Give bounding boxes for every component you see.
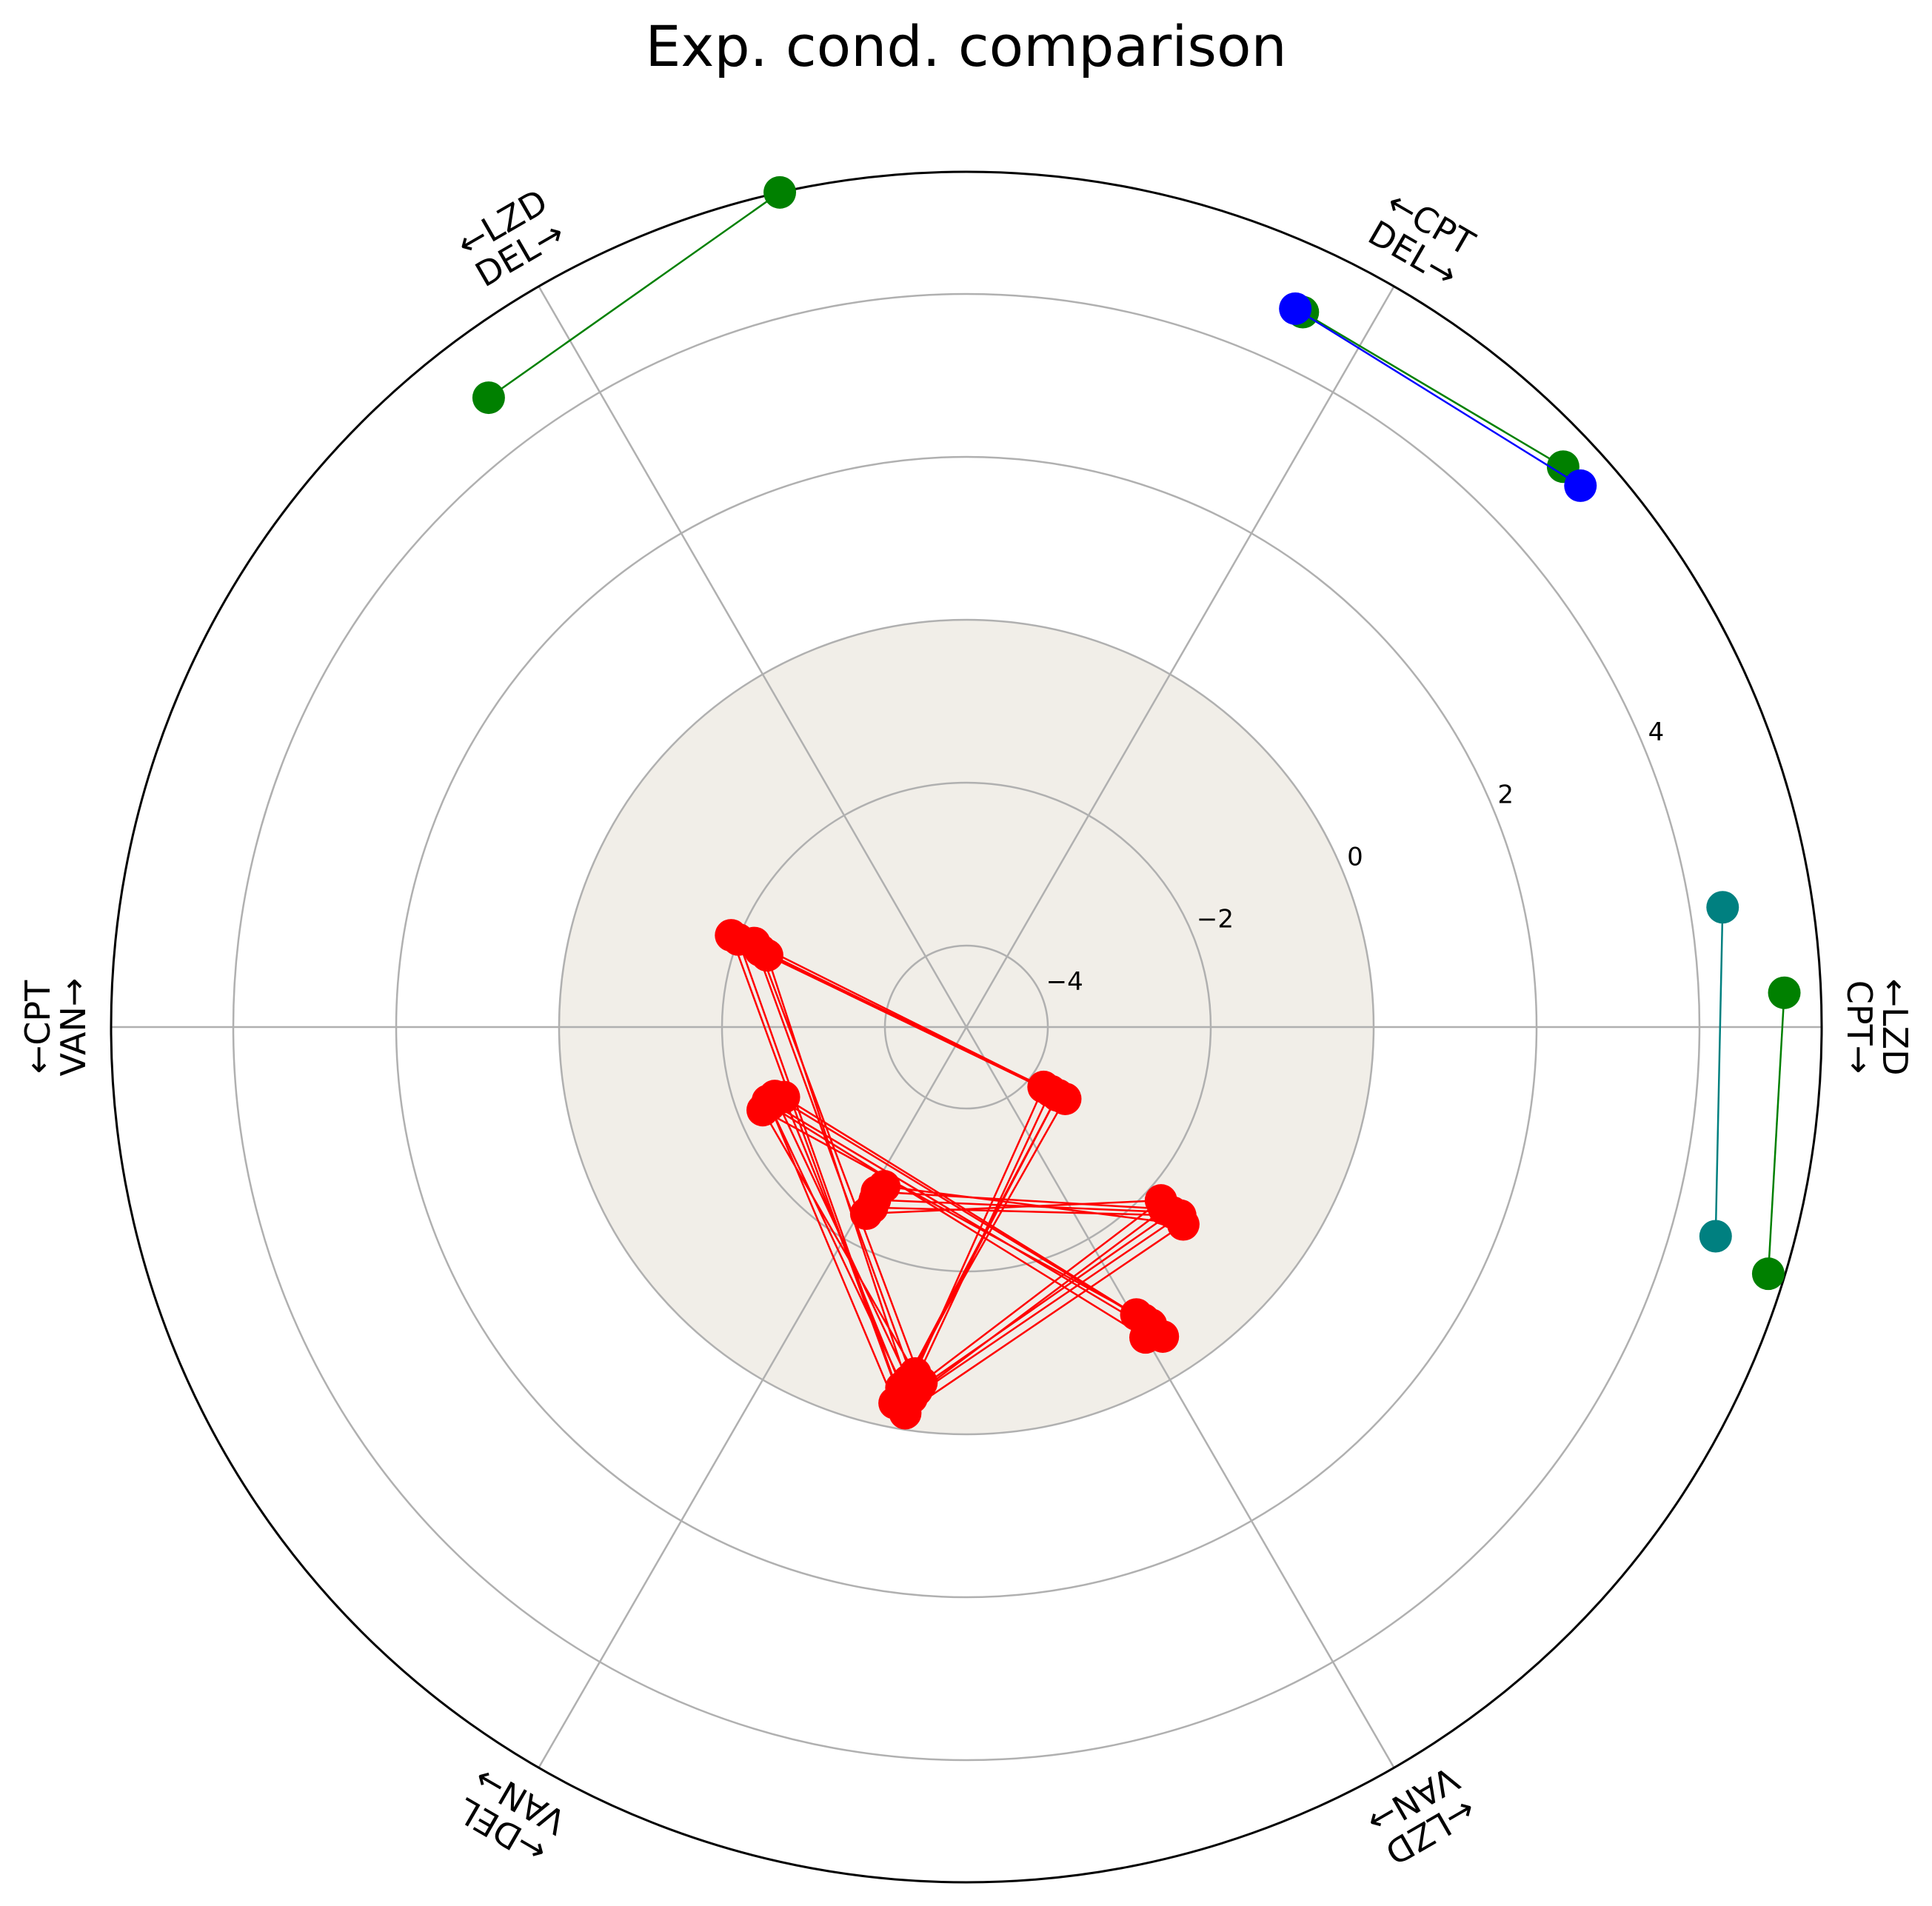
data-point bbox=[1041, 1079, 1074, 1112]
series-line bbox=[488, 191, 781, 399]
series-line bbox=[1294, 307, 1581, 486]
data-point bbox=[1706, 891, 1739, 924]
data-point bbox=[849, 1197, 883, 1231]
angular-gridline bbox=[538, 286, 968, 1028]
series-2 bbox=[1699, 891, 1739, 1253]
radial-tick-label: 0 bbox=[1347, 843, 1363, 872]
radial-tick-label: −2 bbox=[1197, 905, 1234, 934]
category-label-outer: ←LZD bbox=[1875, 978, 1915, 1075]
category-label-outer: ←CPT bbox=[18, 980, 58, 1074]
data-point bbox=[1699, 1220, 1732, 1253]
series-line bbox=[729, 933, 1186, 1415]
series-1 bbox=[1279, 292, 1597, 502]
data-point bbox=[889, 1397, 922, 1430]
category-label-inner: CPT→ bbox=[1839, 980, 1879, 1074]
outer-spine bbox=[110, 170, 1823, 1884]
data-point bbox=[763, 175, 797, 209]
data-point bbox=[472, 381, 505, 415]
category-label-inner: VAN→ bbox=[53, 978, 93, 1077]
series-line bbox=[1714, 907, 1724, 1237]
angular-gridline bbox=[538, 1026, 968, 1768]
data-point bbox=[868, 1170, 901, 1203]
chart-grid bbox=[110, 170, 1823, 1884]
series-3 bbox=[715, 919, 1200, 1430]
data-point bbox=[1564, 469, 1597, 502]
radial-tick-label: −4 bbox=[1046, 967, 1083, 997]
data-point bbox=[905, 1366, 938, 1400]
data-point bbox=[751, 1084, 784, 1117]
radial-tick-label: 4 bbox=[1648, 718, 1665, 747]
chart-title: Exp. cond. comparison bbox=[645, 13, 1287, 79]
radial-tick-labels: −4 −2 0 2 4 bbox=[1046, 718, 1665, 997]
data-point bbox=[1144, 1184, 1177, 1217]
series-line bbox=[1302, 311, 1564, 468]
data-point bbox=[1751, 1257, 1785, 1291]
data-series bbox=[472, 175, 1801, 1430]
angular-gridline bbox=[965, 286, 1395, 1028]
radial-tick-label: 2 bbox=[1497, 780, 1514, 809]
data-point bbox=[1120, 1298, 1153, 1331]
data-point bbox=[1146, 1320, 1180, 1353]
data-point bbox=[1166, 1208, 1200, 1241]
angular-gridline bbox=[965, 1026, 1395, 1768]
series-line bbox=[1767, 992, 1785, 1274]
data-point bbox=[715, 919, 748, 952]
series-line bbox=[752, 941, 1175, 1400]
data-point bbox=[1279, 292, 1312, 325]
data-point bbox=[1768, 976, 1801, 1009]
